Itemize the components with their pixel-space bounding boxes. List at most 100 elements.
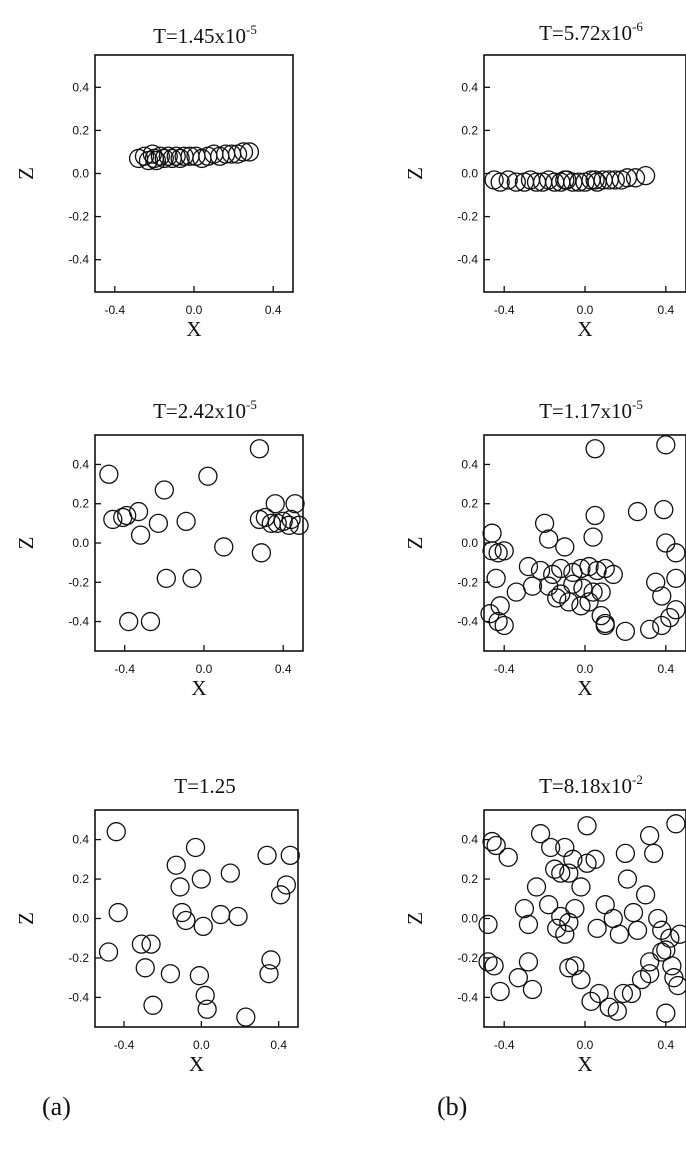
data-point bbox=[522, 979, 543, 1000]
data-point bbox=[98, 942, 119, 962]
data-point bbox=[595, 613, 615, 634]
data-point bbox=[631, 970, 652, 990]
data-point bbox=[478, 914, 498, 935]
x-tick-label: 0.0 bbox=[186, 303, 203, 317]
y-tick-label: -0.4 bbox=[457, 615, 478, 629]
y-tick-label: 0.2 bbox=[461, 497, 478, 511]
scatter-panel-1: 0.4 0.2 0.0 -0.2 -0.4 -0.4 0.0 0.4 X Z T=1.45x10-5 bbox=[14, 22, 294, 341]
plot-title: T=5.72x10-6 bbox=[539, 19, 643, 45]
x-axis-label: X bbox=[186, 317, 201, 341]
data-point bbox=[130, 525, 151, 545]
data-point bbox=[530, 824, 551, 844]
data-point bbox=[666, 568, 686, 588]
data-point bbox=[627, 501, 648, 522]
data-point bbox=[609, 924, 629, 944]
plot-title: T=1.25 bbox=[174, 774, 235, 798]
y-tick-label: -0.4 bbox=[68, 253, 89, 267]
data-point bbox=[195, 985, 215, 1006]
y-tick-label: -0.2 bbox=[457, 575, 478, 589]
data-point bbox=[99, 464, 119, 484]
data-point bbox=[551, 863, 571, 883]
data-point bbox=[652, 920, 672, 940]
data-point bbox=[660, 928, 680, 948]
data-point bbox=[635, 166, 656, 186]
data-point bbox=[170, 148, 190, 169]
data-point bbox=[117, 505, 137, 526]
y-tick-label: 0.0 bbox=[461, 536, 478, 550]
data-point bbox=[668, 975, 686, 996]
data-point bbox=[623, 902, 644, 923]
data-point bbox=[108, 902, 128, 923]
data-point bbox=[506, 172, 526, 192]
data-point bbox=[236, 1007, 256, 1027]
data-point bbox=[660, 607, 680, 628]
data-point bbox=[280, 845, 300, 866]
data-point bbox=[518, 914, 539, 935]
y-tick-label: 0.0 bbox=[72, 536, 89, 550]
x-tick-label: 0.0 bbox=[577, 1038, 594, 1052]
panel-label-a: (a) bbox=[42, 1092, 71, 1121]
data-point bbox=[656, 435, 676, 455]
data-point bbox=[654, 499, 674, 520]
data-point bbox=[220, 863, 240, 883]
data-point bbox=[571, 877, 591, 897]
data-point bbox=[571, 558, 591, 579]
data-point bbox=[265, 494, 285, 514]
data-point bbox=[490, 172, 510, 192]
data-point bbox=[581, 991, 601, 1012]
y-tick-label: -0.2 bbox=[68, 951, 89, 965]
data-point bbox=[555, 537, 575, 557]
y-tick-label: 0.2 bbox=[461, 872, 478, 886]
data-point bbox=[522, 576, 543, 596]
data-point bbox=[289, 515, 309, 535]
data-point bbox=[565, 956, 585, 976]
data-point bbox=[142, 144, 163, 164]
data-point bbox=[639, 619, 660, 640]
data-point bbox=[617, 168, 638, 188]
data-point bbox=[538, 529, 559, 549]
data-point bbox=[193, 916, 213, 937]
x-tick-label: 0.4 bbox=[270, 1038, 287, 1052]
data-point bbox=[666, 543, 686, 563]
data-point bbox=[555, 170, 575, 190]
data-point bbox=[559, 912, 579, 933]
data-point bbox=[534, 513, 555, 534]
data-point bbox=[605, 170, 625, 190]
data-point bbox=[185, 837, 206, 858]
x-axis-label: X bbox=[191, 676, 206, 700]
data-point bbox=[615, 621, 636, 642]
data-point bbox=[639, 964, 660, 984]
x-tick-label: 0.4 bbox=[657, 303, 674, 317]
data-point bbox=[545, 859, 565, 879]
data-point bbox=[228, 906, 248, 927]
data-point bbox=[666, 600, 686, 620]
data-point bbox=[135, 958, 155, 978]
data-point bbox=[559, 958, 579, 978]
data-point bbox=[555, 924, 575, 944]
data-point bbox=[635, 885, 656, 905]
data-point bbox=[106, 822, 126, 842]
x-tick-label: 0.0 bbox=[193, 1038, 210, 1052]
data-point bbox=[652, 615, 672, 636]
y-tick-label: 0.4 bbox=[461, 833, 478, 847]
data-point bbox=[478, 952, 498, 972]
y-tick-label: 0.0 bbox=[72, 167, 89, 181]
data-point bbox=[484, 956, 504, 976]
data-point bbox=[585, 439, 605, 459]
data-point bbox=[583, 582, 603, 602]
data-point bbox=[555, 837, 575, 858]
y-axis-label: Z bbox=[403, 912, 427, 925]
x-axis-label: X bbox=[189, 1052, 204, 1076]
data-point bbox=[494, 541, 514, 561]
x-tick-label: 0.0 bbox=[577, 303, 594, 317]
y-tick-label: 0.4 bbox=[72, 833, 89, 847]
data-point bbox=[579, 592, 599, 612]
x-axis-label: X bbox=[577, 1052, 592, 1076]
y-tick-label: -0.2 bbox=[457, 951, 478, 965]
data-point bbox=[644, 843, 664, 864]
data-point bbox=[189, 966, 210, 986]
panel-label-b: (b) bbox=[437, 1092, 467, 1121]
data-point bbox=[563, 574, 583, 594]
data-point bbox=[538, 576, 559, 596]
data-point bbox=[648, 908, 668, 929]
